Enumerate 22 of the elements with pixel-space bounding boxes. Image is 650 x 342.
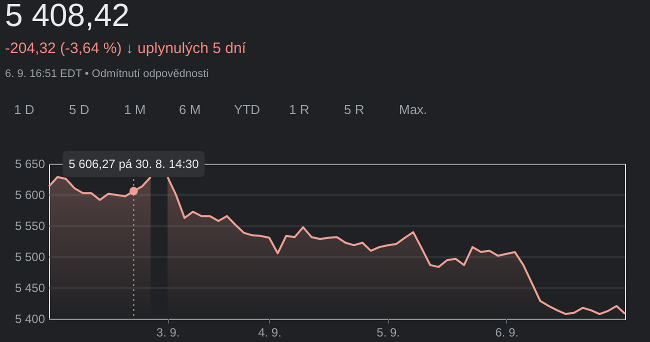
x-tick-label: 4. 9. [258,326,282,340]
text: 5 R [344,102,364,117]
text: 1 D [14,102,34,117]
text: Max. [399,102,428,117]
text: YTD [234,102,260,117]
y-tick-label: 5 450 [14,281,46,295]
y-tick-label: 5 550 [14,219,46,233]
text: 5 D [69,102,90,117]
x-tick-label: 6. 9. [495,326,519,340]
chart-title: 5 408,42 [5,0,130,33]
y-tick-label: 5 650 [14,157,46,171]
text: 1 R [289,102,310,117]
text: 6 M [179,102,201,117]
y-tick-label: 5 400 [14,312,46,326]
x-tick-label: 3. 9. [156,326,180,340]
text: 6. 9. 16:51 EDT • Odmítnutí odpovědnosti [5,68,209,80]
chart-subtitle: -204,32 (-3,64 %) ↓ uplynulých 5 dní [5,40,247,57]
y-tick-label: 5 500 [14,250,46,264]
x-tick-label: 5. 9. [376,326,400,340]
text: 1 M [124,102,146,117]
y-tick-label: 5 600 [14,188,46,202]
annotation: 5 606,27 pá 30. 8. 14:30 [68,157,200,171]
